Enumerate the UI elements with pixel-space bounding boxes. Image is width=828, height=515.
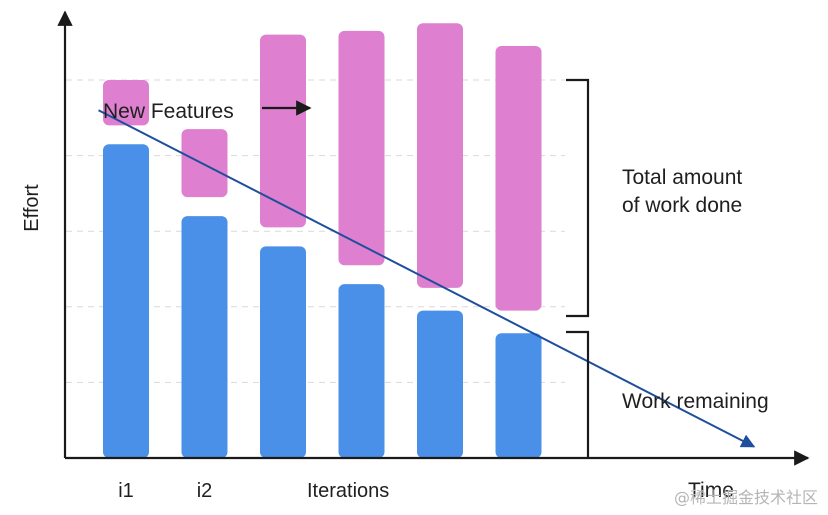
tick-labels: i1 i2 <box>118 480 212 502</box>
remaining-bar-3 <box>260 246 306 458</box>
total-work-label-line2: of work done <box>622 194 742 217</box>
total-work-label-line1: Total amount <box>622 166 742 189</box>
new-features-bar-5 <box>417 23 463 288</box>
new-features-bar-6 <box>495 45 542 311</box>
x-axis-label: Time <box>688 479 734 502</box>
y-axis-label: Effort <box>21 184 43 232</box>
new-features-bar-4 <box>338 30 385 266</box>
tick-label-i1: i1 <box>118 480 134 502</box>
work-remaining-label: Work remaining <box>622 390 769 413</box>
new-features-bar-3 <box>260 34 306 228</box>
remaining-bar-1 <box>103 144 149 458</box>
new-features-bar-2 <box>181 129 228 198</box>
tick-label-i2: i2 <box>197 480 213 502</box>
axis-caption: Iterations <box>307 480 389 502</box>
total-work-bracket <box>566 78 590 318</box>
new-features-label: New Features <box>103 100 234 123</box>
remaining-bar-4 <box>338 284 385 458</box>
remaining-bar-5 <box>417 310 463 458</box>
remaining-bar-2 <box>181 216 228 458</box>
new-features-bar-1 <box>103 80 149 126</box>
work-remaining-bracket <box>566 330 590 458</box>
bars <box>103 23 542 458</box>
remaining-bar-6 <box>495 333 542 458</box>
work-remaining-trend-line <box>98 109 756 448</box>
watermark: @稀土掘金技术社区 <box>674 488 818 507</box>
